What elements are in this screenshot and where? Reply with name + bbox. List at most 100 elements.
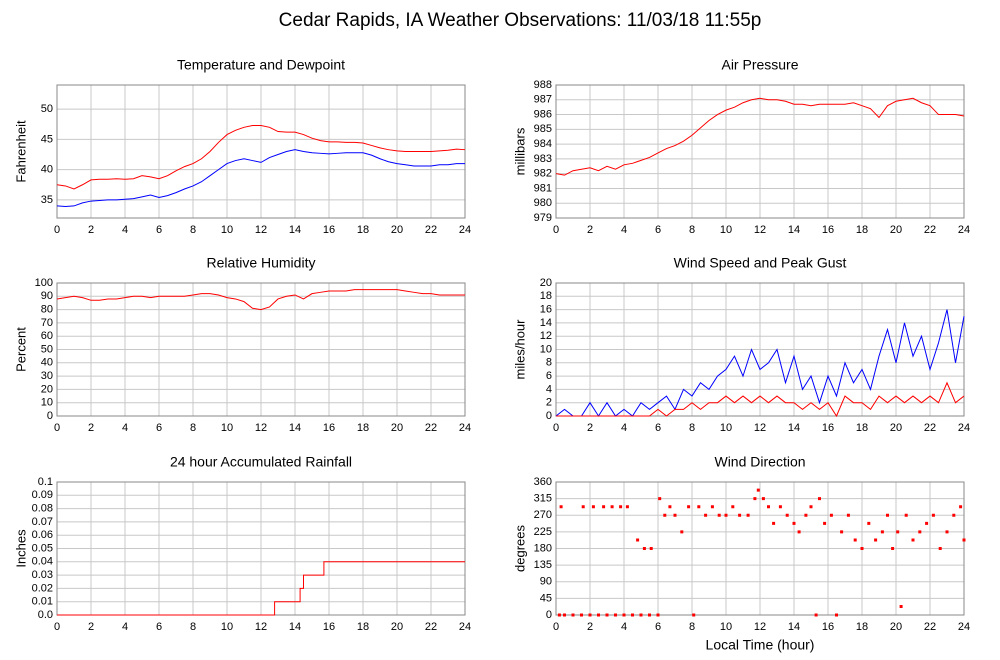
panel-title: Temperature and Dewpoint [177, 57, 345, 73]
point [772, 521, 776, 525]
y-tick-label: 988 [534, 79, 552, 91]
x-tick-label: 2 [587, 224, 593, 236]
y-tick-label: 270 [534, 509, 552, 521]
y-tick-label: 980 [534, 197, 552, 209]
point [846, 513, 850, 517]
y-tick-label: 45 [540, 592, 552, 604]
y-tick-label: 979 [534, 212, 552, 224]
x-tick-label: 10 [720, 422, 732, 434]
x-tick-label: 24 [958, 621, 970, 633]
point [814, 613, 818, 617]
x-tick-label: 0 [553, 224, 559, 236]
point [785, 513, 789, 517]
y-tick-label: 0.08 [32, 503, 53, 515]
x-tick-label: 14 [788, 422, 800, 434]
plot-frame [555, 282, 965, 417]
y-tick-label: 30 [41, 370, 53, 382]
series-line [555, 309, 965, 417]
point [829, 513, 833, 517]
y-tick-label: 985 [534, 123, 552, 135]
point [656, 613, 660, 617]
point [639, 613, 643, 617]
point [580, 613, 583, 617]
y-axis-label: Percent [13, 327, 28, 372]
point [668, 505, 672, 509]
x-tick-label: 0 [54, 621, 60, 633]
point [704, 513, 708, 517]
y-tick-label: 50 [41, 103, 53, 115]
point [563, 613, 566, 617]
x-tick-label: 20 [890, 621, 902, 633]
point [904, 513, 908, 517]
x-tick-label: 20 [890, 422, 902, 434]
y-tick-label: 2 [546, 397, 552, 409]
point [687, 505, 691, 509]
x-tick-label: 16 [822, 621, 834, 633]
point [938, 547, 942, 550]
series-line [56, 149, 465, 208]
point [648, 613, 651, 617]
x-tick-label: 24 [459, 621, 471, 633]
point [625, 505, 629, 509]
series-line [555, 97, 965, 176]
x-tick-label: 20 [391, 422, 403, 434]
y-tick-label: 14 [540, 317, 552, 329]
x-tick-label: 10 [221, 422, 233, 434]
point [886, 513, 889, 517]
point [797, 530, 801, 534]
x-axis-label: Local Time (hour) [706, 637, 815, 653]
y-tick-label: 981 [534, 182, 552, 194]
plot-frame [555, 84, 965, 219]
x-tick-label: 4 [122, 224, 128, 236]
y-tick-label: 986 [534, 108, 552, 120]
y-tick-label: 0 [546, 410, 552, 422]
panel-title: 24 hour Accumulated Rainfall [170, 454, 352, 470]
y-tick-label: 0.05 [32, 542, 53, 554]
x-tick-label: 18 [357, 621, 369, 633]
x-tick-label: 4 [621, 422, 627, 434]
x-tick-label: 14 [289, 224, 301, 236]
x-tick-label: 16 [822, 224, 834, 236]
y-tick-label: 12 [540, 330, 552, 342]
x-tick-label: 12 [754, 621, 766, 633]
x-tick-label: 22 [425, 224, 437, 236]
point [557, 613, 561, 617]
y-axis-label: Fahrenheit [13, 120, 28, 183]
series-line [56, 289, 465, 311]
point [918, 530, 922, 534]
y-tick-label: 0.07 [32, 516, 53, 528]
y-axis-label: miles/hour [512, 319, 527, 380]
point [649, 547, 653, 550]
series-line [556, 381, 965, 418]
x-tick-label: 2 [587, 621, 593, 633]
y-tick-label: 0 [47, 410, 53, 422]
panel-title: Relative Humidity [207, 255, 316, 271]
point [899, 605, 903, 609]
x-tick-label: 22 [425, 422, 437, 434]
x-tick-label: 12 [754, 422, 766, 434]
y-tick-label: 8 [546, 357, 552, 369]
point [622, 613, 626, 617]
x-tick-label: 8 [190, 422, 196, 434]
y-tick-label: 984 [534, 138, 552, 150]
point [710, 505, 714, 509]
x-tick-label: 14 [788, 621, 800, 633]
point [835, 613, 838, 617]
x-tick-label: 0 [553, 621, 559, 633]
point [925, 521, 929, 525]
series-line [57, 561, 465, 616]
point [804, 513, 808, 517]
y-tick-label: 360 [534, 476, 552, 488]
x-tick-label: 6 [655, 224, 661, 236]
y-tick-label: 180 [534, 542, 552, 554]
y-tick-label: 35 [41, 194, 53, 206]
x-tick-label: 24 [958, 224, 970, 236]
x-tick-label: 2 [88, 224, 94, 236]
point [959, 505, 963, 509]
page-title: Cedar Rapids, IA Weather Observations: 1… [279, 10, 762, 31]
x-tick-label: 8 [689, 621, 695, 633]
y-tick-label: 18 [540, 290, 552, 302]
x-tick-label: 0 [54, 224, 60, 236]
y-tick-label: 0.04 [32, 556, 53, 568]
y-tick-label: 0 [546, 609, 552, 621]
